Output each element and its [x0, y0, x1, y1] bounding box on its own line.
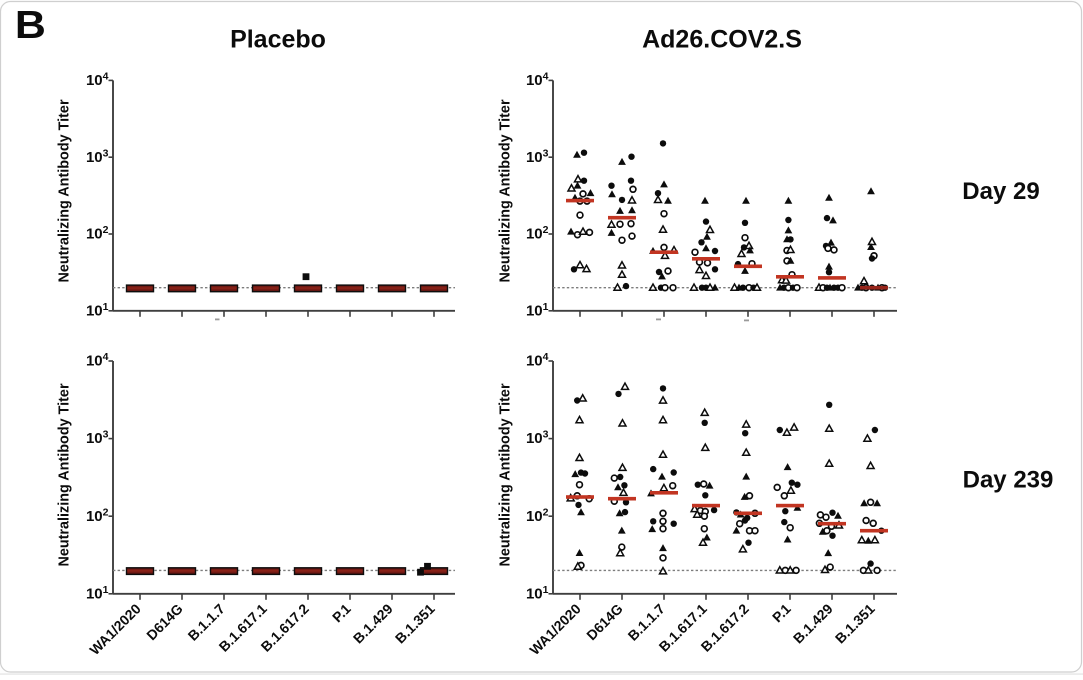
svg-text:Ad26.COV2.S: Ad26.COV2.S: [642, 26, 802, 54]
svg-text:B: B: [15, 3, 46, 47]
svg-text:Neutralizing Antibody Titer: Neutralizing Antibody Titer: [57, 383, 73, 566]
svg-text:Placebo: Placebo: [230, 26, 326, 54]
svg-text:Neutralizing Antibody Titer: Neutralizing Antibody Titer: [498, 99, 514, 282]
svg-text:Day 29: Day 29: [962, 178, 1039, 205]
svg-text:Neutralizing Antibody Titer: Neutralizing Antibody Titer: [498, 383, 514, 566]
svg-text:Neutralizing Antibody Titer: Neutralizing Antibody Titer: [57, 99, 73, 282]
svg-text:Day 239: Day 239: [963, 467, 1054, 494]
